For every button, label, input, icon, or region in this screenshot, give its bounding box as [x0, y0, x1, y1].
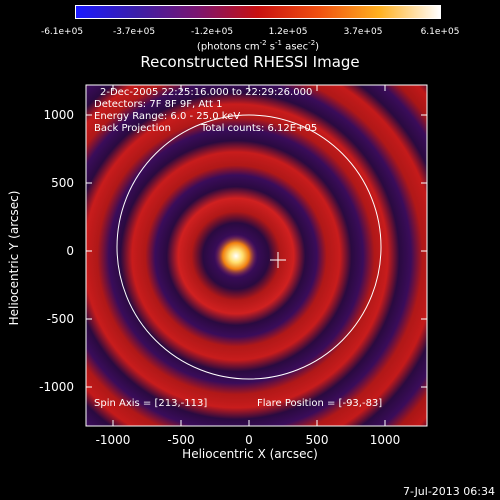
colorbar-tick-label: 3.7e+05 — [343, 27, 383, 37]
x-tick-label: 500 — [305, 433, 329, 447]
colorbar-tick-label: 6.1e+05 — [420, 27, 460, 37]
y-tick-label: 1000 — [43, 108, 74, 122]
method-annotation: Back Projection — [94, 123, 171, 134]
flare-position-annotation: Flare Position = [-93,-83] — [257, 398, 383, 409]
y-axis-label: Heliocentric Y (arcsec) — [7, 190, 21, 326]
x-tick-label: 1000 — [369, 433, 401, 447]
y-tick-label: 0 — [66, 244, 74, 258]
x-axis-label: Heliocentric X (arcsec) — [182, 447, 318, 461]
time-range-annotation: 2-Dec-2005 22:25:16.000 to 22:29:26.000 — [100, 87, 313, 98]
detectors-annotation: Detectors: 7F 8F 9F, Att 1 — [94, 99, 223, 110]
spin-axis-marker — [270, 252, 286, 268]
colorbar-tick-label: -1.2e+05 — [190, 27, 234, 37]
colorbar-tick-label: -6.1e+05 — [40, 27, 84, 37]
colorbar-units: (photons cm-2 s-1 asec-2) — [196, 39, 320, 53]
timestamp: 7-Jul-2013 06:34 — [402, 485, 495, 498]
y-tick-label: 500 — [51, 176, 74, 190]
y-tick-label: -1000 — [39, 380, 74, 394]
x-tick-label: 0 — [245, 433, 253, 447]
x-tick-label: -500 — [167, 433, 195, 447]
solar-limb-circle — [116, 114, 382, 380]
energy-range-annotation: Energy Range: 6.0 - 25.0 keV — [94, 111, 241, 122]
axis-ticks — [86, 85, 427, 426]
plot-frame — [85, 84, 428, 427]
flare-source — [214, 234, 258, 278]
colorbar — [75, 5, 441, 19]
colorbar-tick-label: -3.7e+05 — [112, 27, 156, 37]
total-counts-annotation: Total counts: 6.12E+05 — [201, 123, 318, 134]
x-tick-label: -1000 — [95, 433, 131, 447]
y-tick-label: -500 — [46, 312, 74, 326]
spin-axis-annotation: Spin Axis = [213,-113] — [94, 398, 208, 409]
colorbar-tick-label: 1.2e+05 — [268, 27, 308, 37]
image-title: Reconstructed RHESSI Image — [140, 53, 360, 71]
